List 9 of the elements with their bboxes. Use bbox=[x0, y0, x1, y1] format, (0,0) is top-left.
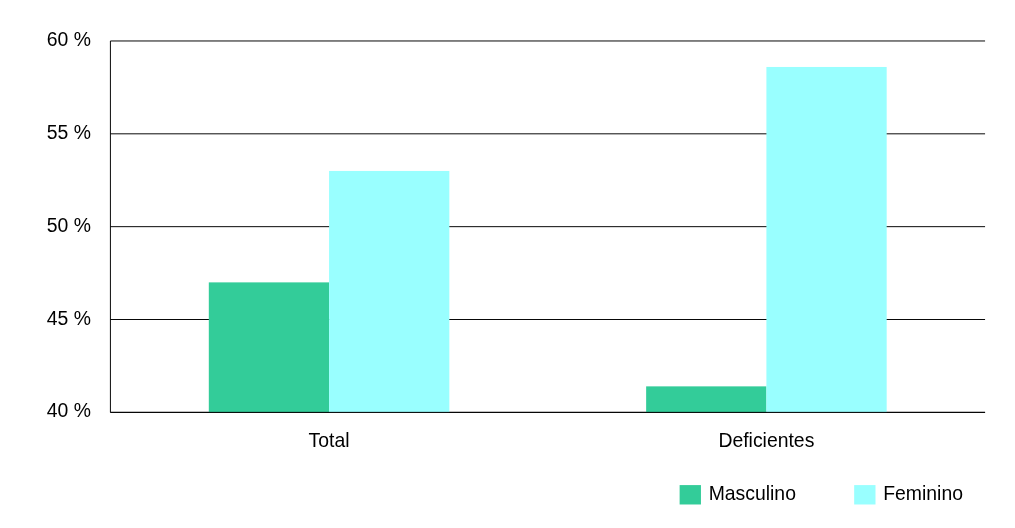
y-tick-label: 60 % bbox=[46, 28, 92, 51]
y-tick-label: 45 % bbox=[46, 306, 92, 329]
legend-label: Feminino bbox=[883, 481, 963, 504]
x-tick-label: Total bbox=[308, 429, 350, 452]
y-tick-label: 55 % bbox=[46, 120, 92, 143]
legend-label: Masculino bbox=[708, 481, 796, 504]
y-tick-label: 50 % bbox=[46, 213, 92, 236]
x-tick-label: Deficientes bbox=[718, 429, 815, 452]
y-tick-label: 40 % bbox=[46, 399, 92, 422]
